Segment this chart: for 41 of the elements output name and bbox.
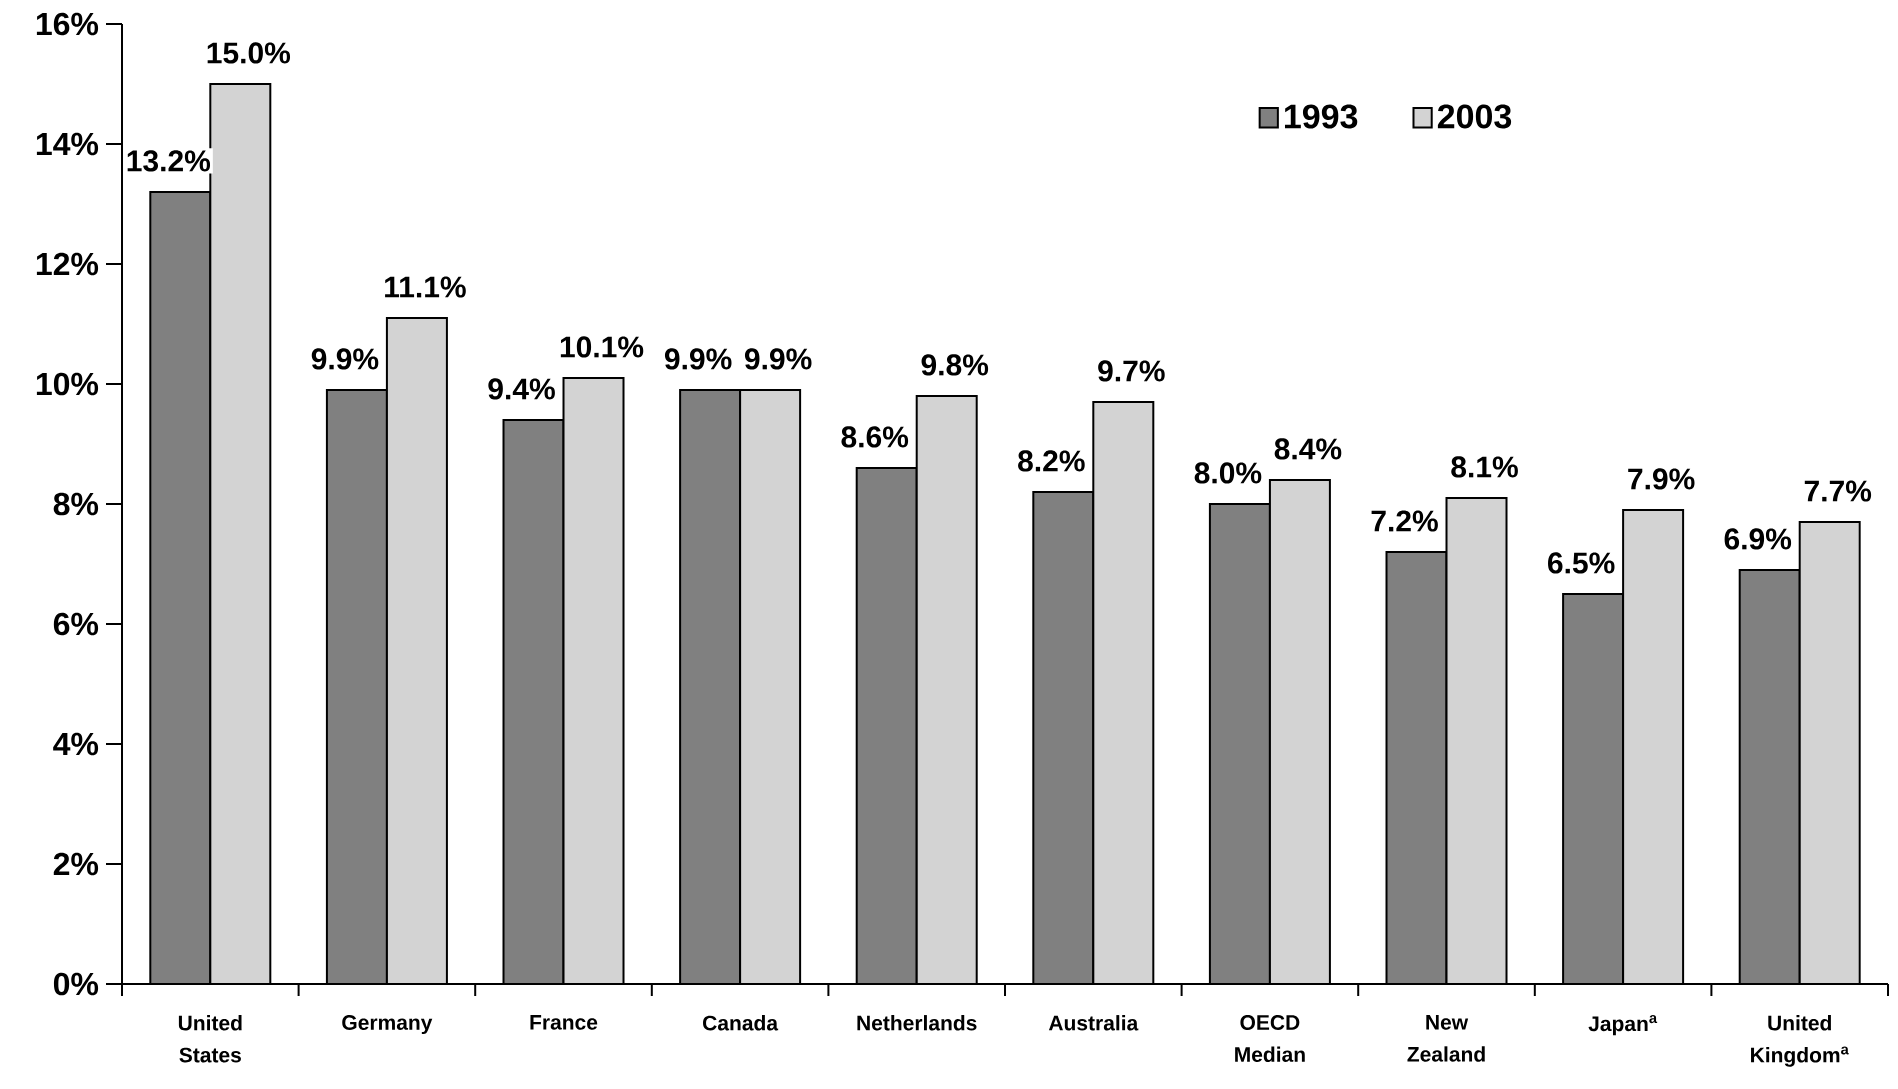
data-label: 7.9% — [1628, 468, 1695, 490]
x-tick-label: New Zealand — [1407, 1015, 1485, 1062]
data-label: 9.9% — [744, 348, 812, 370]
data-label: 15.0% — [207, 42, 291, 64]
y-tick-label: 10% — [36, 372, 99, 396]
data-label: 9.8% — [921, 354, 989, 376]
data-label: 8.2% — [1018, 450, 1085, 472]
legend-label: 2003 — [1437, 104, 1512, 129]
x-tick-label: Canada — [703, 1015, 779, 1031]
data-label: 9.7% — [1098, 360, 1165, 382]
data-label: 8.6% — [841, 426, 909, 448]
data-label: 7.2% — [1371, 510, 1438, 532]
x-tick-label: United Kingdom$^{a}$ — [1751, 1015, 1849, 1067]
y-tick-label: 12% — [36, 252, 99, 276]
y-tick-label: 6% — [53, 612, 99, 636]
data-label: 8.0% — [1194, 462, 1262, 484]
x-tick-label: France — [530, 1015, 598, 1030]
x-tick-label: Germany — [342, 1015, 433, 1035]
data-label: 7.7% — [1804, 480, 1872, 502]
data-label: 9.9% — [311, 348, 379, 370]
y-tick-label: 0% — [53, 972, 99, 996]
data-label: 9.4% — [488, 378, 555, 400]
legend-label: 1993 — [1284, 104, 1358, 129]
y-tick-label: 16% — [36, 12, 99, 36]
y-tick-label: 14% — [36, 132, 99, 156]
x-tick-label: Japan$^{a}$ — [1588, 1015, 1658, 1036]
x-tick-label: United States — [178, 1015, 242, 1063]
x-tick-label: OECD Median — [1235, 1015, 1305, 1062]
data-label: 8.4% — [1274, 438, 1342, 460]
y-tick-label: 8% — [53, 492, 99, 516]
data-label: 11.1% — [385, 276, 466, 298]
data-label: 10.1% — [560, 336, 644, 358]
data-label: 9.9% — [664, 348, 732, 370]
x-tick-label: Australia — [1048, 1015, 1139, 1031]
y-tick-label: 4% — [53, 732, 99, 756]
y-tick-label: 2% — [53, 852, 99, 876]
data-label: 8.1% — [1451, 456, 1518, 478]
data-label: 6.9% — [1724, 528, 1792, 550]
data-label: 13.2% — [127, 150, 211, 172]
data-label: 6.5% — [1548, 552, 1615, 574]
x-tick-label: Netherlands — [857, 1015, 977, 1031]
